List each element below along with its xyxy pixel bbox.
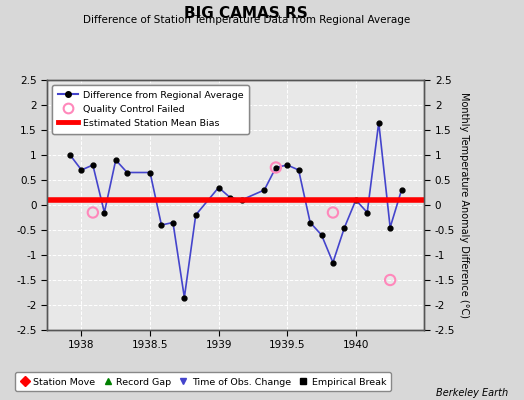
Legend: Station Move, Record Gap, Time of Obs. Change, Empirical Break: Station Move, Record Gap, Time of Obs. C… <box>15 372 391 391</box>
Text: BIG CAMAS RS: BIG CAMAS RS <box>184 6 308 21</box>
Legend: Difference from Regional Average, Quality Control Failed, Estimated Station Mean: Difference from Regional Average, Qualit… <box>52 85 249 134</box>
Point <box>329 209 337 216</box>
Text: Difference of Station Temperature Data from Regional Average: Difference of Station Temperature Data f… <box>83 15 410 25</box>
Y-axis label: Monthly Temperature Anomaly Difference (°C): Monthly Temperature Anomaly Difference (… <box>460 92 470 318</box>
Point <box>89 209 97 216</box>
Text: Berkeley Earth: Berkeley Earth <box>436 388 508 398</box>
Point <box>271 164 280 171</box>
Point <box>386 277 395 283</box>
